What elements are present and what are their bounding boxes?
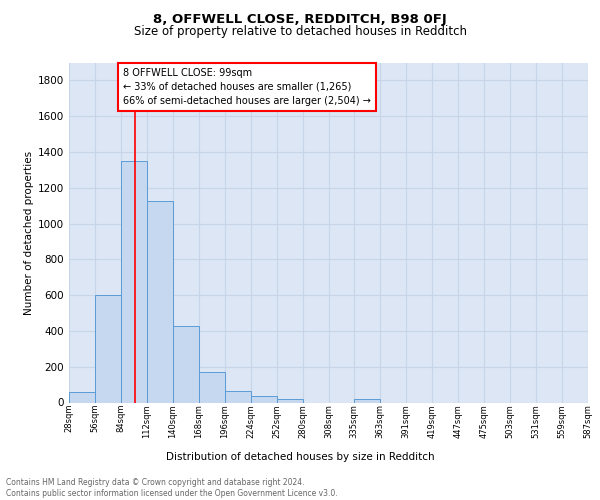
Bar: [251, 396, 277, 402]
Bar: [354, 400, 380, 402]
Text: Contains HM Land Registry data © Crown copyright and database right 2024.
Contai: Contains HM Land Registry data © Crown c…: [6, 478, 338, 498]
Text: 8 OFFWELL CLOSE: 99sqm
← 33% of detached houses are smaller (1,265)
66% of semi-: 8 OFFWELL CLOSE: 99sqm ← 33% of detached…: [123, 68, 371, 106]
Bar: [277, 400, 303, 402]
Text: 8, OFFWELL CLOSE, REDDITCH, B98 0FJ: 8, OFFWELL CLOSE, REDDITCH, B98 0FJ: [153, 12, 447, 26]
Bar: [121, 161, 147, 402]
Bar: [69, 392, 95, 402]
Bar: [147, 201, 173, 402]
Bar: [95, 295, 121, 403]
Bar: [173, 326, 199, 402]
Text: Distribution of detached houses by size in Redditch: Distribution of detached houses by size …: [166, 452, 434, 462]
Y-axis label: Number of detached properties: Number of detached properties: [24, 150, 34, 314]
Bar: [225, 391, 251, 402]
Bar: [199, 372, 225, 402]
Text: Size of property relative to detached houses in Redditch: Size of property relative to detached ho…: [133, 25, 467, 38]
